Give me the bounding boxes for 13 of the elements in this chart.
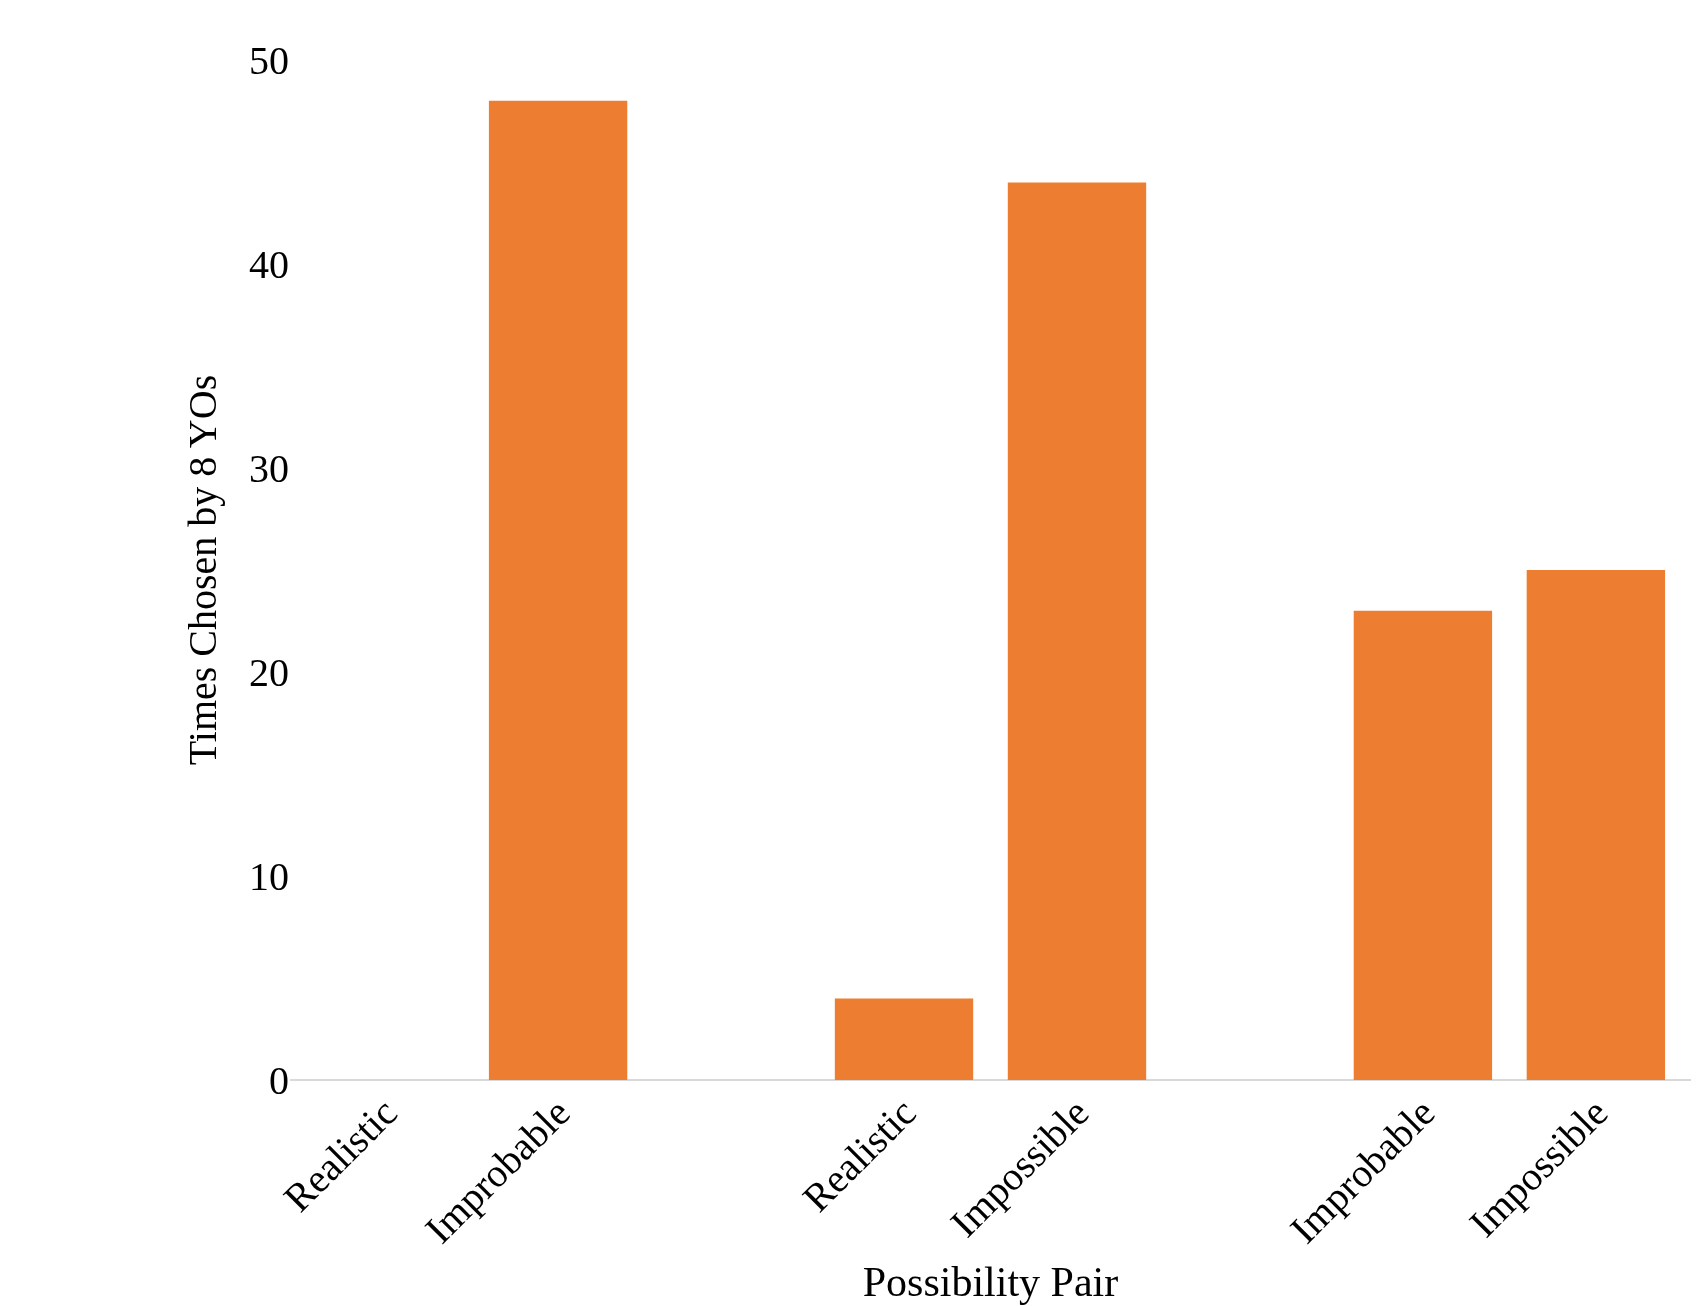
y-tick-label: 40 [249,242,289,287]
y-tick-label: 50 [249,38,289,83]
bar [1007,182,1147,1080]
bar [488,100,628,1080]
y-tick-label: 10 [249,854,289,899]
bar [1526,570,1666,1080]
bar [834,998,974,1080]
y-tick-label: 20 [249,650,289,695]
bar [1353,610,1493,1080]
y-axis-title: Times Chosen by 8 YOs [179,374,225,766]
y-tick-label: 0 [269,1058,289,1103]
y-tick-label: 30 [249,446,289,491]
x-axis-title: Possibility Pair [862,1258,1119,1305]
